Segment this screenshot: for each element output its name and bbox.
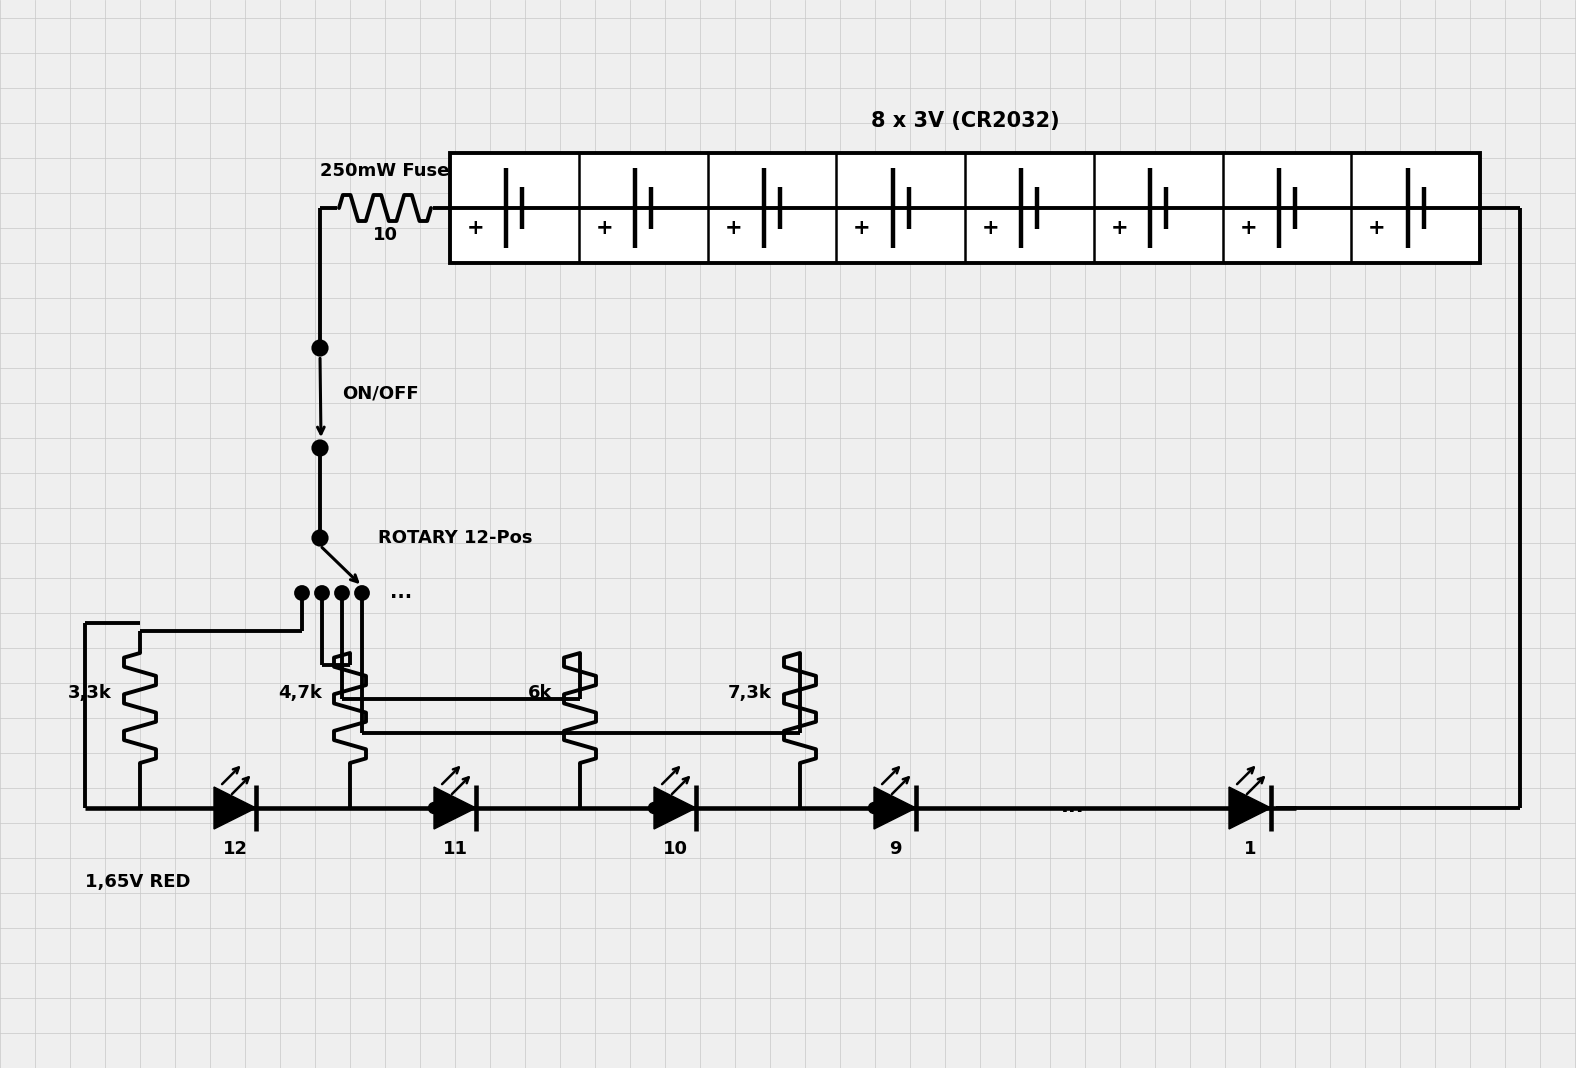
Text: 11: 11 bbox=[443, 841, 468, 858]
Text: +: + bbox=[1239, 218, 1258, 238]
Text: 1: 1 bbox=[1243, 841, 1256, 858]
Circle shape bbox=[868, 802, 879, 814]
Text: +: + bbox=[853, 218, 872, 238]
Text: +: + bbox=[725, 218, 742, 238]
Circle shape bbox=[648, 802, 659, 814]
Text: ON/OFF: ON/OFF bbox=[342, 384, 419, 402]
Text: +: + bbox=[1368, 218, 1385, 238]
Polygon shape bbox=[433, 787, 476, 829]
Text: ...: ... bbox=[389, 583, 413, 602]
Text: 7,3k: 7,3k bbox=[728, 684, 772, 702]
Text: 3,3k: 3,3k bbox=[68, 684, 112, 702]
Polygon shape bbox=[654, 787, 697, 829]
Polygon shape bbox=[1229, 787, 1270, 829]
Text: 12: 12 bbox=[222, 841, 247, 858]
Text: 8 x 3V (CR2032): 8 x 3V (CR2032) bbox=[870, 111, 1059, 131]
Polygon shape bbox=[875, 787, 916, 829]
Text: +: + bbox=[596, 218, 613, 238]
Text: 9: 9 bbox=[889, 841, 901, 858]
Circle shape bbox=[315, 586, 328, 599]
Bar bbox=[451, 153, 1480, 263]
Circle shape bbox=[295, 586, 309, 599]
Text: 10: 10 bbox=[372, 226, 397, 244]
Circle shape bbox=[312, 441, 328, 455]
Circle shape bbox=[312, 341, 328, 356]
Text: ROTARY 12-Pos: ROTARY 12-Pos bbox=[378, 529, 533, 547]
Circle shape bbox=[312, 531, 328, 545]
Text: +: + bbox=[982, 218, 999, 238]
Text: +: + bbox=[466, 218, 484, 238]
Text: 250mW Fuse: 250mW Fuse bbox=[320, 162, 449, 180]
Text: 4,7k: 4,7k bbox=[277, 684, 322, 702]
Circle shape bbox=[356, 586, 369, 599]
Polygon shape bbox=[214, 787, 255, 829]
Text: +: + bbox=[1111, 218, 1128, 238]
Text: ...: ... bbox=[1061, 796, 1084, 816]
Circle shape bbox=[429, 802, 440, 814]
Circle shape bbox=[336, 586, 348, 599]
Text: 6k: 6k bbox=[528, 684, 552, 702]
Text: 10: 10 bbox=[662, 841, 687, 858]
Text: 1,65V RED: 1,65V RED bbox=[85, 873, 191, 891]
